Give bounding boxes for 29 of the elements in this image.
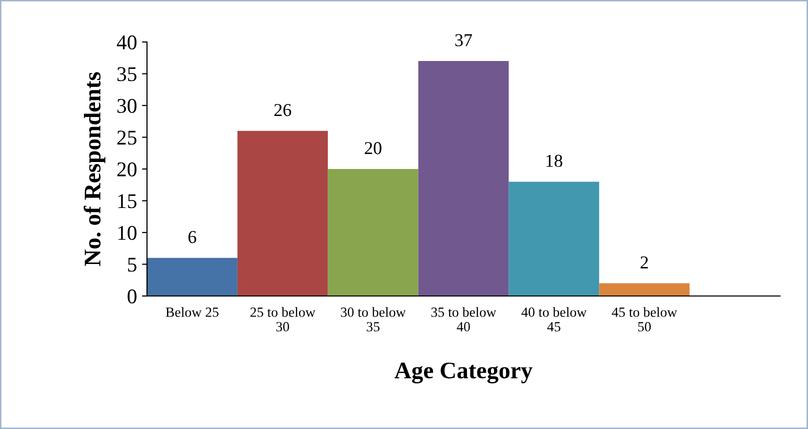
bar [599,283,690,296]
data-label: 2 [640,256,648,268]
bar [508,182,600,296]
y-tick-label: 10 [118,226,136,240]
bar [418,61,509,296]
y-tick-label: 15 [118,194,136,208]
y-tick-label: 0 [128,289,136,304]
x-tick-label: 45 to below 50 [612,307,678,332]
y-tick-label: 25 [117,130,136,145]
data-label: 18 [546,154,562,167]
y-tick-label: 40 [116,35,136,50]
y-tick-label: 5 [128,258,136,272]
data-label: 37 [455,34,472,46]
data-label: 26 [274,104,292,116]
x-tick-label: 25 to below 30 [250,307,316,332]
bar [147,258,238,296]
data-label: 6 [188,230,196,244]
bar [328,169,418,296]
y-tick-label: 20 [117,162,136,176]
y-tick-label: 30 [117,98,136,113]
data-label: 20 [364,142,382,154]
y-axis-title: No. of Respondents [84,72,106,266]
x-tick-label: 40 to below 45 [521,307,587,332]
x-tick-label: Below 25 [166,307,218,317]
y-tick-label: 35 [117,67,136,82]
x-tick-label: 35 to below 40 [431,307,496,332]
bar [237,130,328,296]
x-tick-label: 30 to below 35 [340,307,406,332]
x-axis-title: Age Category [394,362,532,384]
